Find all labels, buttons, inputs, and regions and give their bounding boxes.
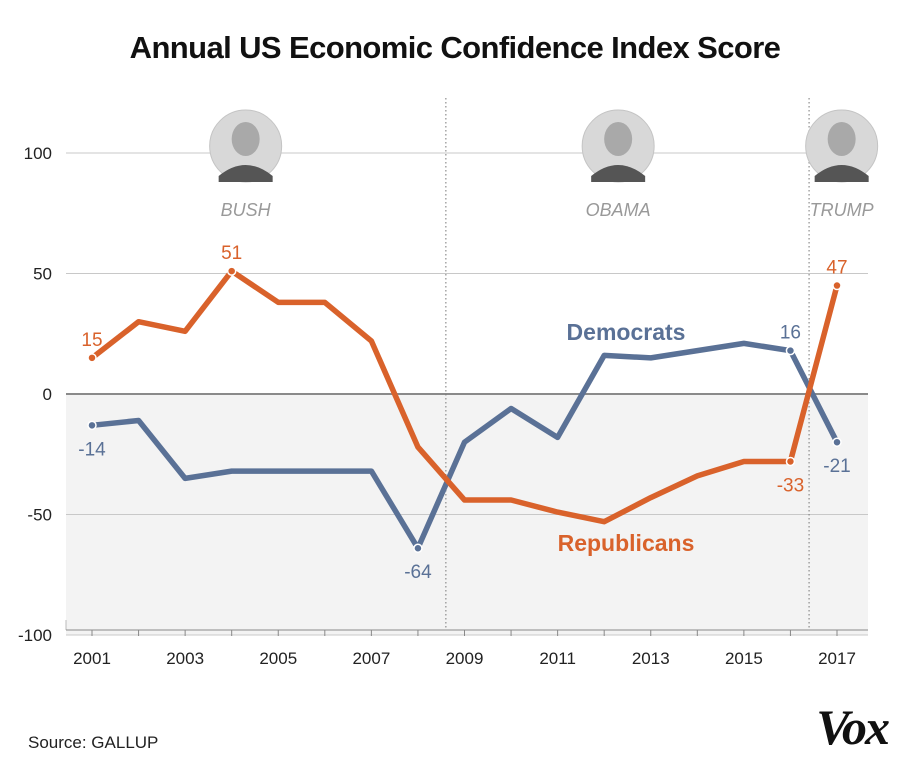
- republicans-line: [89, 268, 840, 525]
- x-tick-label: 2011: [539, 649, 576, 668]
- y-tick-label: -50: [27, 506, 52, 525]
- republicans-data-label-2017: 47: [826, 258, 847, 279]
- democrats-point-2008: [413, 543, 423, 553]
- democrats-point-2001: [87, 420, 97, 431]
- x-tick-label: 2001: [73, 649, 111, 668]
- bush-portrait-icon: [209, 109, 283, 183]
- democrats-data-label-2016: 16: [780, 323, 801, 344]
- chart-title: Annual US Economic Confidence Index Scor…: [130, 30, 781, 65]
- vox-logo: Vox: [816, 699, 889, 755]
- x-tick-label: 2015: [725, 649, 763, 668]
- x-tick-label: 2009: [446, 649, 484, 668]
- portrait-shoulders: [591, 165, 646, 182]
- portrait-head: [231, 122, 260, 156]
- president-name-trump: TRUMP: [810, 200, 874, 220]
- democrats-point-2017: [832, 437, 842, 447]
- president-name-obama: OBAMA: [586, 200, 651, 220]
- y-tick-label: 50: [33, 265, 52, 284]
- republicans-point-2016: [785, 456, 796, 467]
- republicans-data-label-2004: 51: [221, 243, 242, 264]
- portrait-head: [827, 122, 856, 156]
- democrats-series-label: Democrats: [567, 319, 686, 345]
- republicans-point-2001: [87, 353, 97, 363]
- y-tick-label: 0: [43, 385, 52, 404]
- democrats-point-2016: [785, 345, 796, 356]
- republicans-series-label: Republicans: [558, 530, 695, 556]
- democrats-data-label-2001: -14: [78, 439, 106, 460]
- x-tick-label: 2007: [352, 649, 390, 668]
- x-tick-label: 2003: [166, 649, 204, 668]
- portrait-shoulders: [218, 165, 273, 182]
- y-tick-label: -100: [18, 626, 52, 645]
- democrats-data-label-2017: -21: [823, 456, 850, 477]
- republicans-data-label-2001: 15: [81, 330, 102, 351]
- x-tick-label: 2017: [818, 649, 856, 668]
- trump-portrait-icon: [805, 109, 879, 183]
- democrats-data-label-2008: -64: [404, 562, 432, 583]
- x-tick-label: 2005: [259, 649, 297, 668]
- source-note: Source: GALLUP: [28, 733, 158, 752]
- president-name-bush: BUSH: [221, 200, 272, 220]
- democrats-line: [89, 340, 840, 551]
- x-tick-label: 2013: [632, 649, 670, 668]
- portrait-shoulders: [814, 165, 869, 182]
- obama-portrait-icon: [581, 109, 655, 183]
- portrait-head: [604, 122, 633, 156]
- republicans-point-2017: [832, 280, 842, 291]
- republicans-data-label-2016: -33: [777, 475, 804, 496]
- republicans-point-2004: [226, 266, 237, 276]
- y-tick-label: 100: [24, 144, 52, 163]
